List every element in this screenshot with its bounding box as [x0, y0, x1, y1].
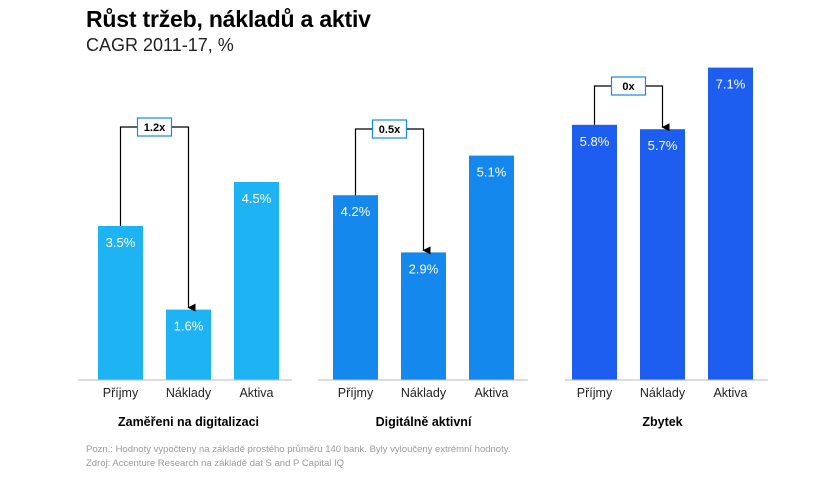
bar	[572, 124, 617, 380]
x-tick-label: Aktiva	[239, 386, 273, 400]
group-label: Digitálně aktivní	[376, 415, 472, 429]
footnotes: Pozn.: Hodnoty vypočteny na základě pros…	[86, 443, 510, 471]
ratio-label: 0.5x	[379, 124, 401, 136]
data-label: 2.9%	[409, 261, 439, 276]
ratio-label: 1.2x	[144, 122, 166, 134]
x-tick-label: Náklady	[640, 386, 686, 400]
source-line: Zdroj: Accenture Research na základě dat…	[86, 458, 345, 469]
bar	[469, 155, 514, 380]
x-tick-label: Aktiva	[713, 386, 747, 400]
data-label: 4.2%	[341, 204, 371, 219]
data-label: 1.6%	[174, 319, 204, 334]
ratio-badge	[371, 119, 408, 139]
bar	[401, 252, 446, 380]
data-label: 5.8%	[580, 134, 610, 149]
group-label: Zbytek	[642, 415, 682, 429]
x-tick-label: Náklady	[401, 386, 447, 400]
chart-title: Růst tržeb, nákladů a aktiv	[86, 6, 371, 32]
chart-subtitle: CAGR 2011-17, %	[86, 35, 234, 55]
x-tick-label: Příjmy	[338, 386, 374, 400]
ratio-badge	[136, 117, 173, 137]
ratio-label: 0x	[622, 81, 635, 93]
note-line: Pozn.: Hodnoty vypočteny na základě pros…	[86, 444, 511, 455]
x-tick-label: Příjmy	[103, 386, 139, 400]
bar	[333, 195, 378, 380]
bar	[708, 67, 753, 380]
ratio-badge	[610, 76, 647, 96]
x-tick-label: Příjmy	[577, 386, 613, 400]
data-label: 4.5%	[242, 191, 272, 206]
bar	[234, 182, 279, 380]
data-label: 5.7%	[648, 138, 678, 153]
bar	[166, 309, 211, 380]
bar	[98, 226, 143, 380]
bar	[640, 129, 685, 380]
data-label: 5.1%	[477, 165, 507, 180]
bar-chart: 3.5% Příjmy 1.6% Náklady 4.5% Aktiva Zaměřeni …	[78, 67, 768, 429]
data-label: 3.5%	[106, 235, 136, 250]
data-label: 7.1%	[716, 77, 746, 92]
x-tick-label: Aktiva	[474, 386, 508, 400]
group-label: Zaměřeni na digitalizaci	[118, 415, 259, 429]
x-tick-label: Náklady	[166, 386, 212, 400]
